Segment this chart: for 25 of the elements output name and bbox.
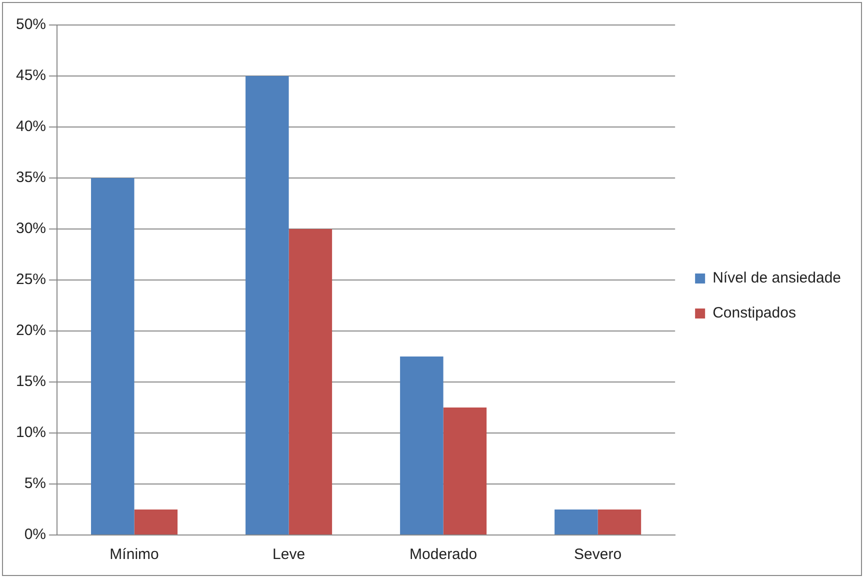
x-tick-label: Leve — [272, 546, 306, 564]
bar — [554, 510, 598, 534]
bar — [288, 229, 332, 534]
bar — [443, 408, 487, 534]
bar — [400, 356, 444, 534]
y-tick-label: 15% — [16, 373, 46, 390]
bar — [91, 178, 134, 534]
legend-label: Nível de ansiedade — [712, 270, 842, 287]
bar — [134, 510, 178, 534]
y-tick-label: 35% — [16, 169, 46, 186]
x-tick-label: Moderado — [410, 546, 478, 564]
x-tick-label: Mínimo — [110, 546, 159, 564]
legend-label: Constipados — [712, 304, 796, 322]
y-tick-label: 30% — [16, 220, 46, 238]
y-tick-label: 5% — [24, 475, 46, 492]
y-tick-label: 10% — [16, 424, 46, 442]
y-tick-label: 45% — [16, 67, 46, 84]
bar — [246, 76, 289, 534]
y-tick-label: 50% — [16, 16, 46, 34]
bar — [598, 510, 642, 534]
y-tick-label: 20% — [16, 322, 46, 340]
y-tick-label: 25% — [16, 271, 46, 288]
y-tick-label: 0% — [24, 526, 46, 544]
y-tick-label: 40% — [16, 118, 46, 136]
x-tick-label: Severo — [574, 546, 622, 564]
